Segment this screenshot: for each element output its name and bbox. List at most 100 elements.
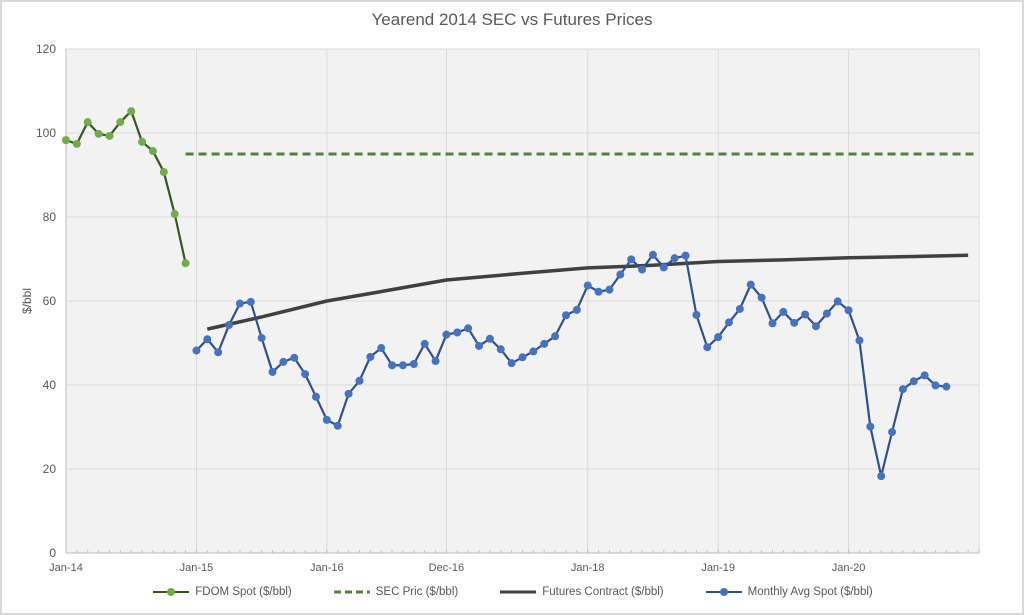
data-point-marker[interactable]	[464, 324, 473, 333]
data-point-marker[interactable]	[605, 285, 614, 294]
data-point-marker[interactable]	[94, 129, 103, 138]
data-point-marker[interactable]	[83, 118, 92, 127]
data-point-marker[interactable]	[833, 297, 842, 306]
data-point-marker[interactable]	[866, 422, 875, 431]
data-point-marker[interactable]	[279, 357, 288, 366]
data-point-marker[interactable]	[594, 287, 603, 296]
y-tick-label: 20	[43, 462, 57, 476]
data-point-marker[interactable]	[714, 333, 723, 342]
data-point-marker[interactable]	[757, 293, 766, 302]
data-point-marker[interactable]	[648, 250, 657, 259]
line-marker-blue-icon	[705, 588, 742, 596]
y-tick-label: 120	[36, 42, 56, 56]
data-point-marker[interactable]	[453, 328, 462, 337]
data-point-marker[interactable]	[181, 259, 190, 268]
data-point-marker[interactable]	[333, 421, 342, 430]
data-point-marker[interactable]	[627, 255, 636, 264]
data-point-marker[interactable]	[931, 381, 940, 390]
data-point-marker[interactable]	[942, 382, 951, 391]
data-point-marker[interactable]	[322, 415, 331, 424]
chart-title: Yearend 2014 SEC vs Futures Prices	[371, 10, 653, 29]
y-tick-label: 80	[43, 210, 57, 224]
data-point-marker[interactable]	[768, 319, 777, 328]
data-point-marker[interactable]	[735, 304, 744, 313]
data-point-marker[interactable]	[442, 330, 451, 339]
data-point-marker[interactable]	[583, 281, 592, 290]
data-point-marker[interactable]	[148, 147, 157, 156]
data-point-marker[interactable]	[616, 270, 625, 279]
data-point-marker[interactable]	[127, 107, 136, 116]
data-point-marker[interactable]	[311, 392, 320, 401]
legend-label: FDOM Spot ($/bbl)	[195, 586, 292, 598]
data-point-marker[interactable]	[257, 333, 266, 342]
data-point-marker[interactable]	[779, 307, 788, 316]
data-point-marker[interactable]	[214, 348, 223, 357]
data-point-marker[interactable]	[377, 344, 386, 353]
y-tick-label: 100	[36, 126, 56, 140]
data-point-marker[interactable]	[551, 332, 560, 341]
data-point-marker[interactable]	[159, 168, 168, 177]
data-point-marker[interactable]	[475, 341, 484, 350]
data-point-marker[interactable]	[659, 263, 668, 272]
data-point-marker[interactable]	[62, 136, 70, 145]
data-point-marker[interactable]	[703, 343, 712, 352]
data-point-marker[interactable]	[301, 370, 310, 379]
axes: 0 20 40 60 80 100 120 Jan-14 Jan-15 Jan-16 Dec-16 J…	[36, 42, 980, 574]
data-point-marker[interactable]	[540, 339, 549, 348]
data-point-marker[interactable]	[888, 428, 897, 437]
data-point-marker[interactable]	[855, 336, 864, 345]
data-point-marker[interactable]	[409, 360, 418, 368]
x-tick-label: Jan-14	[49, 562, 83, 574]
data-point-marker[interactable]	[431, 357, 440, 366]
data-point-marker[interactable]	[192, 346, 201, 355]
data-point-marker[interactable]	[388, 361, 397, 370]
data-point-marker[interactable]	[909, 377, 918, 386]
legend-label: Futures Contract ($/bbl)	[542, 586, 664, 598]
data-point-marker[interactable]	[790, 318, 799, 327]
data-point-marker[interactable]	[268, 367, 277, 376]
data-point-marker[interactable]	[72, 139, 81, 148]
data-point-marker[interactable]	[105, 131, 114, 140]
data-point-marker[interactable]	[725, 318, 734, 327]
data-point-marker[interactable]	[692, 310, 701, 319]
data-point-marker[interactable]	[496, 345, 505, 354]
data-point-marker[interactable]	[670, 254, 679, 263]
data-point-marker[interactable]	[572, 305, 581, 314]
data-point-marker[interactable]	[920, 371, 929, 380]
y-axis-label: $/bbl	[20, 288, 34, 314]
data-point-marker[interactable]	[235, 299, 244, 308]
legend-item-futures-contract[interactable]: Futures Contract ($/bbl)	[498, 586, 664, 598]
data-point-marker[interactable]	[420, 339, 429, 348]
data-point-marker[interactable]	[138, 137, 147, 146]
data-point-marker[interactable]	[344, 389, 353, 398]
line-marker-green-icon	[153, 588, 190, 596]
legend-item-fdom-spot[interactable]: FDOM Spot ($/bbl)	[151, 586, 292, 598]
data-point-marker[interactable]	[116, 118, 125, 127]
data-point-marker[interactable]	[170, 210, 179, 219]
data-point-marker[interactable]	[638, 265, 647, 274]
data-point-marker[interactable]	[485, 334, 494, 343]
data-point-marker[interactable]	[518, 353, 527, 362]
data-point-marker[interactable]	[507, 359, 516, 368]
x-tick-label: Jan-19	[701, 562, 735, 574]
data-point-marker[interactable]	[290, 353, 299, 362]
data-point-marker[interactable]	[811, 322, 820, 331]
legend-label: SEC Pric ($/bbl)	[375, 586, 459, 598]
legend-item-monthly-avg-spot[interactable]: Monthly Avg Spot ($/bbl)	[704, 586, 873, 598]
data-point-marker[interactable]	[529, 347, 538, 356]
data-point-marker[interactable]	[877, 472, 886, 481]
data-point-marker[interactable]	[398, 361, 407, 370]
legend-item-sec-price[interactable]: SEC Pric ($/bbl)	[332, 586, 458, 598]
data-point-marker[interactable]	[844, 306, 853, 315]
data-point-marker[interactable]	[561, 311, 570, 320]
data-point-marker[interactable]	[801, 310, 810, 319]
data-point-marker[interactable]	[246, 297, 255, 306]
data-point-marker[interactable]	[203, 335, 212, 344]
data-point-marker[interactable]	[681, 251, 690, 260]
data-point-marker[interactable]	[822, 309, 831, 318]
data-point-marker[interactable]	[355, 376, 364, 385]
data-point-marker[interactable]	[225, 320, 234, 329]
data-point-marker[interactable]	[366, 352, 375, 361]
data-point-marker[interactable]	[746, 280, 755, 289]
data-point-marker[interactable]	[898, 385, 907, 394]
